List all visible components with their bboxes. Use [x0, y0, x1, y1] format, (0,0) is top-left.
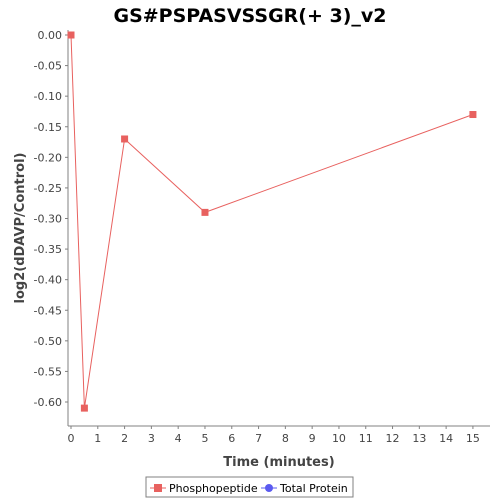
x-tick-label: 3 [148, 432, 155, 445]
y-tick-label: -0.25 [34, 182, 62, 195]
y-tick-label: -0.20 [34, 151, 62, 164]
y-tick-label: -0.60 [34, 396, 62, 409]
x-tick-label: 14 [439, 432, 453, 445]
data-point-phosphopeptide [67, 31, 75, 39]
plot-area: 0.00 -0.05 -0.10 -0.15 -0.20 -0.25 -0.30 -0.35 -… [34, 29, 490, 445]
data-point-phosphopeptide [469, 111, 477, 119]
x-axis-label: Time (minutes) [223, 455, 334, 470]
y-tick-label: -0.50 [34, 335, 62, 348]
x-tick-label: 12 [386, 432, 400, 445]
x-tick-label: 0 [68, 432, 75, 445]
x-tick-label: 9 [309, 432, 316, 445]
x-tick-label: 8 [282, 432, 289, 445]
plot-background [68, 30, 490, 426]
x-tick-label: 1 [94, 432, 101, 445]
y-tick-label: -0.10 [34, 90, 62, 103]
x-tick-label: 4 [175, 432, 182, 445]
series-layer [67, 31, 477, 412]
legend-marker-total-protein [265, 484, 273, 492]
legend-label-phosphopeptide: Phosphopeptide [169, 482, 258, 495]
y-tick-label: -0.55 [34, 365, 62, 378]
y-tick-label: -0.45 [34, 304, 62, 317]
legend-label-total-protein: Total Protein [279, 482, 348, 495]
data-point-phosphopeptide [201, 208, 209, 216]
chart-title: GS#PSPASVSSGR(+ 3)_v2 [113, 5, 386, 27]
x-tick-label: 11 [359, 432, 373, 445]
legend-item-total-protein: Total Protein [261, 482, 348, 495]
data-point-phosphopeptide [121, 135, 129, 143]
y-tick-label: -0.30 [34, 213, 62, 226]
legend-box [145, 476, 354, 498]
x-tick-label: 5 [201, 432, 208, 445]
y-axis-label: log2(dDAVP/Control) [13, 153, 28, 304]
y-tick-label: -0.40 [34, 274, 62, 287]
y-tick-label: 0.00 [38, 29, 63, 42]
x-tick-label: 10 [332, 432, 346, 445]
legend-item-phosphopeptide: Phosphopeptide [150, 482, 258, 495]
y-tick-label: -0.15 [34, 121, 62, 134]
x-tick-label: 6 [228, 432, 235, 445]
x-axis-ticks: 0 1 2 3 4 5 6 7 8 9 10 11 12 13 14 15 [68, 426, 480, 445]
y-tick-label: -0.35 [34, 243, 62, 256]
y-tick-label: -0.05 [34, 60, 62, 73]
data-point-phosphopeptide [80, 404, 88, 412]
legend-marker-phosphopeptide [154, 484, 162, 492]
x-tick-label: 2 [121, 432, 128, 445]
y-axis-ticks: 0.00 -0.05 -0.10 -0.15 -0.20 -0.25 -0.30 -0.35 -… [34, 29, 68, 409]
legend: Phosphopeptide Total Protein [145, 476, 354, 498]
x-tick-label: 7 [255, 432, 262, 445]
x-tick-label: 15 [466, 432, 480, 445]
x-tick-label: 13 [412, 432, 426, 445]
